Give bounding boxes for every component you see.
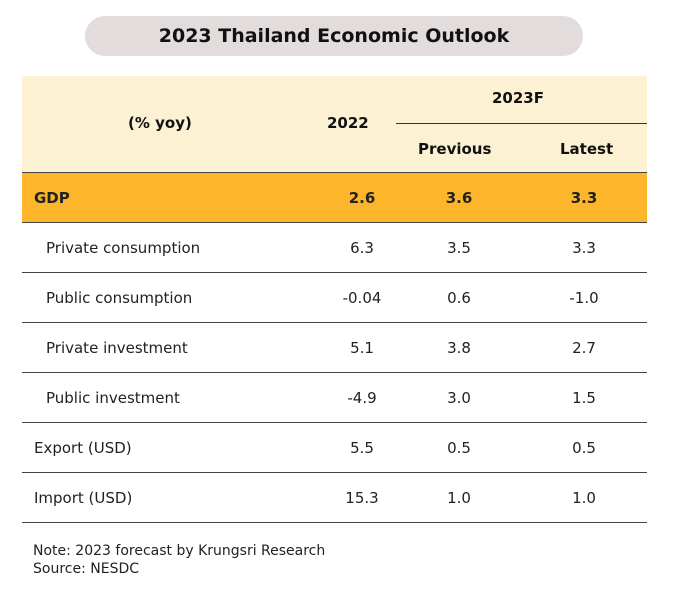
row-label: Import (USD) [34, 488, 133, 507]
table-row: Private investment 5.1 3.8 2.7 [22, 323, 647, 373]
value-previous: 1.0 [447, 488, 471, 507]
value-2022: 5.5 [350, 438, 374, 457]
row-label: Public consumption [46, 288, 193, 307]
value-latest: 0.5 [572, 438, 596, 457]
source-text: Source: NESDC [33, 561, 140, 577]
economic-outlook-table: (% yoy) 2022 2023F Previous Latest GDP 2… [22, 76, 647, 523]
note-text: Note: 2023 forecast by Krungsri Research [33, 543, 326, 559]
footnote: Note: 2023 forecast by Krungsri Research… [33, 542, 325, 578]
table-row: Public consumption -0.04 0.6 -1.0 [22, 273, 647, 323]
column-header-2023f: 2023F [492, 89, 544, 107]
value-previous: 3.5 [447, 238, 471, 257]
table-title: 2023 Thailand Economic Outlook [85, 16, 583, 56]
row-label: Private consumption [46, 238, 201, 257]
table-row-gdp: GDP 2.6 3.6 3.3 [22, 172, 647, 223]
value-previous: 3.6 [445, 188, 473, 207]
value-2022: -4.9 [347, 388, 377, 407]
column-header-2022: 2022 [327, 114, 369, 132]
column-header-previous: Previous [418, 140, 492, 158]
value-latest: 1.0 [572, 488, 596, 507]
row-label: GDP [34, 188, 70, 207]
value-previous: 3.0 [447, 388, 471, 407]
value-previous: 3.8 [447, 338, 471, 357]
value-latest: -1.0 [569, 288, 599, 307]
value-previous: 0.5 [447, 438, 471, 457]
value-2022: 2.6 [348, 188, 376, 207]
value-previous: 0.6 [447, 288, 471, 307]
column-header-latest: Latest [560, 140, 614, 158]
value-latest: 1.5 [572, 388, 596, 407]
table-row: Import (USD) 15.3 1.0 1.0 [22, 473, 647, 523]
table-row: Export (USD) 5.5 0.5 0.5 [22, 423, 647, 473]
value-latest: 2.7 [572, 338, 596, 357]
table-header: (% yoy) 2022 2023F Previous Latest [22, 76, 647, 172]
table-row: Public investment -4.9 3.0 1.5 [22, 373, 647, 423]
value-2022: 15.3 [345, 488, 379, 507]
value-2022: -0.04 [342, 288, 382, 307]
value-latest: 3.3 [572, 238, 596, 257]
value-2022: 6.3 [350, 238, 374, 257]
row-label: Public investment [46, 388, 180, 407]
header-divider [396, 123, 647, 124]
value-2022: 5.1 [350, 338, 374, 357]
row-label: Private investment [46, 338, 188, 357]
row-label: Export (USD) [34, 438, 132, 457]
table-row: Private consumption 6.3 3.5 3.3 [22, 223, 647, 273]
value-latest: 3.3 [570, 188, 598, 207]
unit-header: (% yoy) [128, 114, 192, 132]
